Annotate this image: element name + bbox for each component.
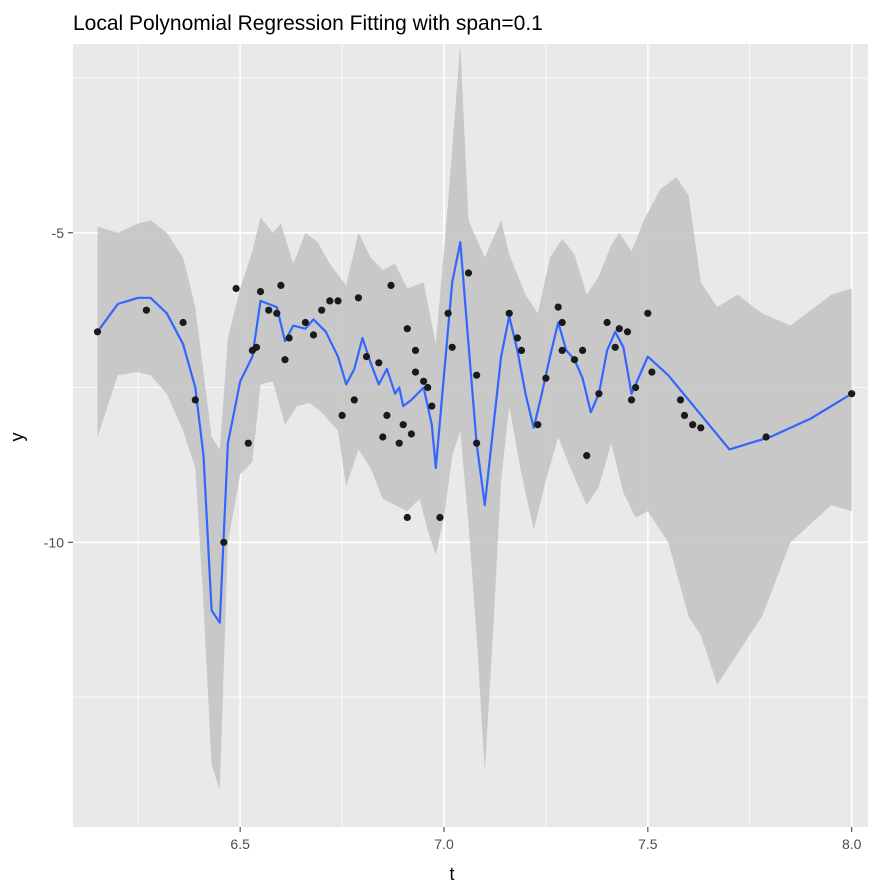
data-point: [473, 439, 481, 447]
data-point: [644, 309, 652, 317]
data-point: [473, 371, 481, 379]
data-point: [318, 306, 326, 314]
data-point: [403, 325, 411, 333]
data-point: [762, 433, 770, 441]
data-point: [93, 328, 102, 336]
data-point: [301, 318, 309, 327]
smooth-line-layer: [96, 241, 853, 624]
data-point: [595, 390, 603, 398]
data-point: [627, 396, 636, 404]
data-point: [648, 368, 656, 376]
data-point: [848, 390, 856, 398]
axis-layer: 6.5 7.0 7.5 8.0 -5 -10: [44, 225, 862, 852]
data-point: [244, 439, 252, 447]
data-point: [285, 334, 293, 342]
data-point: [256, 288, 265, 296]
data-point: [424, 383, 432, 392]
data-point: [383, 411, 391, 419]
data-point: [411, 346, 420, 354]
data-point: [505, 309, 513, 317]
points-layer: [93, 269, 856, 546]
x-tick-label: 7.5: [638, 836, 658, 852]
y-tick-label: -5: [52, 225, 65, 241]
data-point: [179, 318, 187, 327]
x-tick-label: 8.0: [842, 836, 862, 852]
smooth-line: [96, 241, 853, 624]
data-point: [676, 396, 685, 404]
data-point: [611, 343, 619, 351]
data-point: [428, 402, 436, 410]
data-point: [513, 334, 522, 342]
data-point: [252, 343, 261, 351]
data-point: [403, 513, 411, 522]
chart-title: Local Polynomial Regression Fitting with…: [73, 12, 543, 35]
data-point: [689, 421, 697, 429]
data-point: [191, 396, 199, 404]
data-point: [570, 356, 579, 364]
data-point: [558, 346, 566, 354]
y-tick-label: -10: [44, 534, 64, 550]
data-point: [697, 424, 705, 432]
data-point: [399, 421, 407, 429]
data-point: [407, 430, 415, 438]
data-point: [444, 309, 452, 317]
data-point: [558, 318, 566, 327]
x-axis-title: t: [449, 864, 454, 884]
data-point: [448, 343, 456, 351]
data-point: [583, 452, 591, 460]
data-point: [334, 297, 342, 305]
data-point: [273, 309, 281, 317]
data-point: [579, 346, 587, 354]
data-point: [632, 383, 640, 392]
data-point: [623, 328, 632, 336]
data-point: [395, 439, 403, 447]
data-point: [379, 433, 387, 441]
data-point: [350, 396, 358, 404]
data-point: [265, 306, 273, 314]
data-point: [436, 513, 444, 522]
data-point: [387, 281, 395, 289]
data-point: [680, 411, 689, 419]
x-tick-label: 7.0: [434, 836, 454, 852]
data-point: [554, 303, 562, 311]
data-point: [309, 331, 318, 339]
data-point: [375, 359, 383, 367]
data-point: [362, 353, 371, 361]
data-point: [517, 346, 526, 354]
data-point: [542, 374, 550, 382]
data-point: [281, 356, 289, 364]
data-point: [411, 368, 420, 376]
data-point: [338, 411, 346, 419]
data-point: [232, 284, 240, 293]
data-point: [603, 318, 611, 327]
data-point: [354, 294, 362, 302]
data-point: [534, 421, 542, 429]
data-point: [420, 377, 428, 385]
y-axis-title: y: [7, 433, 27, 442]
data-point: [277, 281, 285, 289]
x-tick-label: 6.5: [230, 836, 250, 852]
data-point: [326, 297, 334, 305]
data-point: [615, 325, 623, 333]
data-point: [142, 306, 150, 314]
data-point: [220, 538, 228, 546]
data-point: [464, 269, 473, 277]
